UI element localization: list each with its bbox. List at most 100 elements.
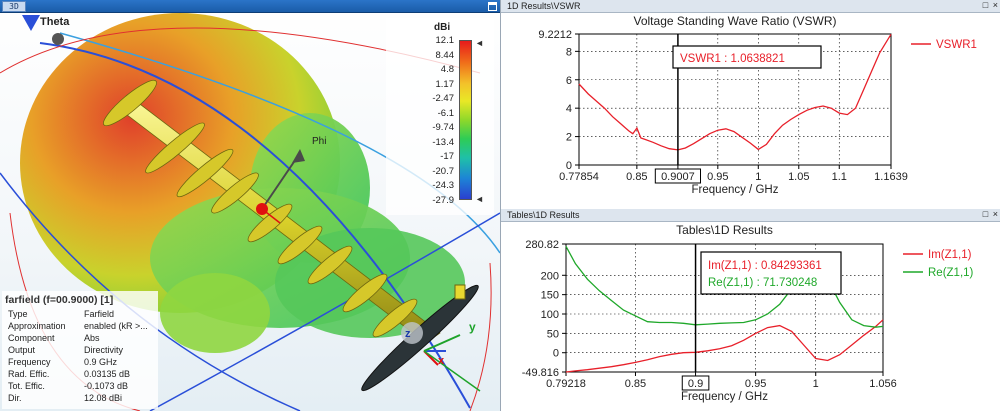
y-tick-label: 50 xyxy=(547,328,559,340)
x-tick-label: 0.9007 xyxy=(661,171,695,183)
lower-lobe xyxy=(160,273,270,353)
colorbar-bottom-arrow-icon[interactable]: ◄ xyxy=(475,194,484,204)
chart-title: Voltage Standing Wave Ratio (VSWR) xyxy=(634,14,837,28)
vswr-panel-title: 1D Results\VSWR xyxy=(507,1,581,11)
info-row-value: 0.03135 dB xyxy=(84,369,131,379)
vswr-annotation: VSWR1 : 1.0638821 xyxy=(672,45,822,69)
y-tick-label: -49.816 xyxy=(522,367,559,379)
view3d-titlebar: 3D xyxy=(0,0,500,13)
colorbar-tick-label: 12.1 xyxy=(435,35,455,46)
info-row-value: Abs xyxy=(84,333,100,343)
vswr-panel: 1D Results\VSWR □ × Voltage Standing Wav… xyxy=(500,0,1000,209)
zparam-panel: Tables\1D Results □ × Tables\1D Results 0… xyxy=(500,209,1000,411)
antenna-elements xyxy=(103,79,418,338)
colorbar-legend: dBi ◄ ◄ 12.1 8.44 4.8 1.17 -2.47 -6.1 -9.74 -13… xyxy=(386,18,494,215)
ref-circle-right xyxy=(469,262,492,411)
info-title: farfield (f=00.9000) [1] xyxy=(5,294,114,306)
series-line-vswr1 xyxy=(578,33,892,151)
info-row-value: -0.1073 dB xyxy=(84,381,129,391)
x-tick-label: 0.85 xyxy=(625,378,646,390)
colorbar-tick-label: -9.74 xyxy=(432,122,454,134)
legend-label: Re(Z1,1) xyxy=(928,267,974,279)
farfield-3d-view[interactable]: 3D xyxy=(0,0,500,411)
y-tick-label: 100 xyxy=(541,309,559,321)
info-row: Dir. 12.08 dBi xyxy=(8,393,158,403)
marker-x-box xyxy=(654,168,702,184)
x-tick-label: 1.05 xyxy=(788,171,809,183)
x-tick-label: 0.95 xyxy=(745,378,766,390)
feed-connector xyxy=(454,284,466,300)
zparam-chart[interactable]: Tables\1D Results 0.79218 0.85 0.9 0.95 1 1.05… xyxy=(501,222,1000,411)
info-row: Output Directivity xyxy=(8,345,158,355)
theta-label: Theta xyxy=(40,16,70,28)
marker-x-box xyxy=(681,375,710,391)
info-row-key: Tot. Effic. xyxy=(8,381,45,391)
y-tick-label: 2 xyxy=(566,132,572,144)
x-tick-label: 0.95 xyxy=(707,171,728,183)
view3d-tab[interactable]: 3D xyxy=(2,1,26,12)
info-row-key: Output xyxy=(8,345,36,355)
x-tick-label: 0.77854 xyxy=(559,171,599,183)
info-row-key: Type xyxy=(8,309,28,319)
triad-axis-y xyxy=(423,334,461,352)
info-row-value: 12.08 dBi xyxy=(84,393,123,403)
info-row-value: Farfield xyxy=(84,309,115,319)
triad-axis-y-long xyxy=(423,350,481,392)
axis-x-label: x xyxy=(438,355,445,367)
y-tick-label: 280.82 xyxy=(525,239,559,251)
farfield-pattern-graphic[interactable]: Theta Phi z x y xyxy=(0,13,500,411)
zparam-panel-titlebar: Tables\1D Results □ × xyxy=(501,209,1000,222)
info-row-key: Rad. Effic. xyxy=(8,369,50,379)
colorbar-tick-label: -27.9 xyxy=(432,195,454,206)
series-line-im-z1-1- xyxy=(565,319,884,373)
colorbar-tick-label: 8.44 xyxy=(435,49,455,61)
annotation-text: Re(Z1,1) : 71.730248 xyxy=(708,277,817,289)
colorbar-tick-label: 1.17 xyxy=(435,78,455,90)
chart-title: Tables\1D Results xyxy=(676,223,773,237)
x-tick-label: 1.1639 xyxy=(874,171,908,183)
zparam-panel-window-buttons[interactable]: □ × xyxy=(982,209,999,219)
x-tick-label: 0.79218 xyxy=(546,378,586,390)
colorbar-tick-label: 4.8 xyxy=(440,64,454,76)
info-row-value: Directivity xyxy=(84,345,124,355)
theta-arc-right xyxy=(149,212,500,411)
theta-handle-icon[interactable] xyxy=(52,33,64,45)
vswr-panel-window-buttons[interactable]: □ × xyxy=(982,0,999,10)
y-tick-label: 200 xyxy=(541,270,559,282)
colorbar-gradient xyxy=(459,40,472,200)
info-row-value: enabled (kR >... xyxy=(84,321,148,331)
triad-hub xyxy=(401,322,423,344)
colorbar-tick-label: -6.1 xyxy=(437,107,454,119)
y-tick-label: 9.2212 xyxy=(538,29,572,41)
vswr-chart[interactable]: Voltage Standing Wave Ratio (VSWR) 0.7785… xyxy=(501,13,1000,209)
y-tick-label: 150 xyxy=(541,290,559,302)
legend-label: Im(Z1,1) xyxy=(928,249,972,261)
annotation-box xyxy=(672,45,822,69)
x-tick-label: 0.9 xyxy=(688,378,703,390)
y-tick-label: 8 xyxy=(566,46,572,58)
info-row: Approximation enabled (kR >... xyxy=(8,321,158,331)
phi-arrowhead-icon xyxy=(292,149,305,163)
farfield-info-box: farfield (f=00.9000) [1] Type Farfield App… xyxy=(2,291,158,409)
colorbar-tick-label: -13.4 xyxy=(432,136,454,148)
x-tick-label: 0.85 xyxy=(626,171,647,183)
axis-z-label: z xyxy=(405,328,411,340)
info-row-key: Dir. xyxy=(8,393,22,403)
x-tick-label: 1 xyxy=(755,171,761,183)
y-tick-label: 0 xyxy=(566,160,572,172)
maximize-icon[interactable] xyxy=(488,2,497,11)
annotation-text: Im(Z1,1) : 0.84293361 xyxy=(708,260,822,272)
info-row-key: Component xyxy=(8,333,55,343)
x-axis-label: Frequency / GHz xyxy=(692,184,779,196)
colorbar-top-arrow-icon[interactable]: ◄ xyxy=(475,38,484,48)
origin-x-ray xyxy=(261,208,281,224)
y-tick-label: 6 xyxy=(566,75,572,87)
annotation-box xyxy=(700,251,842,295)
y-tick-label: 0 xyxy=(553,348,559,360)
info-row: Frequency 0.9 GHz xyxy=(8,357,158,367)
info-row-key: Frequency xyxy=(8,357,51,367)
legend-label: VSWR1 xyxy=(936,39,977,51)
y-tick-label: 4 xyxy=(566,103,572,115)
info-row-value: 0.9 GHz xyxy=(84,357,118,367)
x-tick-label: 1 xyxy=(813,378,819,390)
